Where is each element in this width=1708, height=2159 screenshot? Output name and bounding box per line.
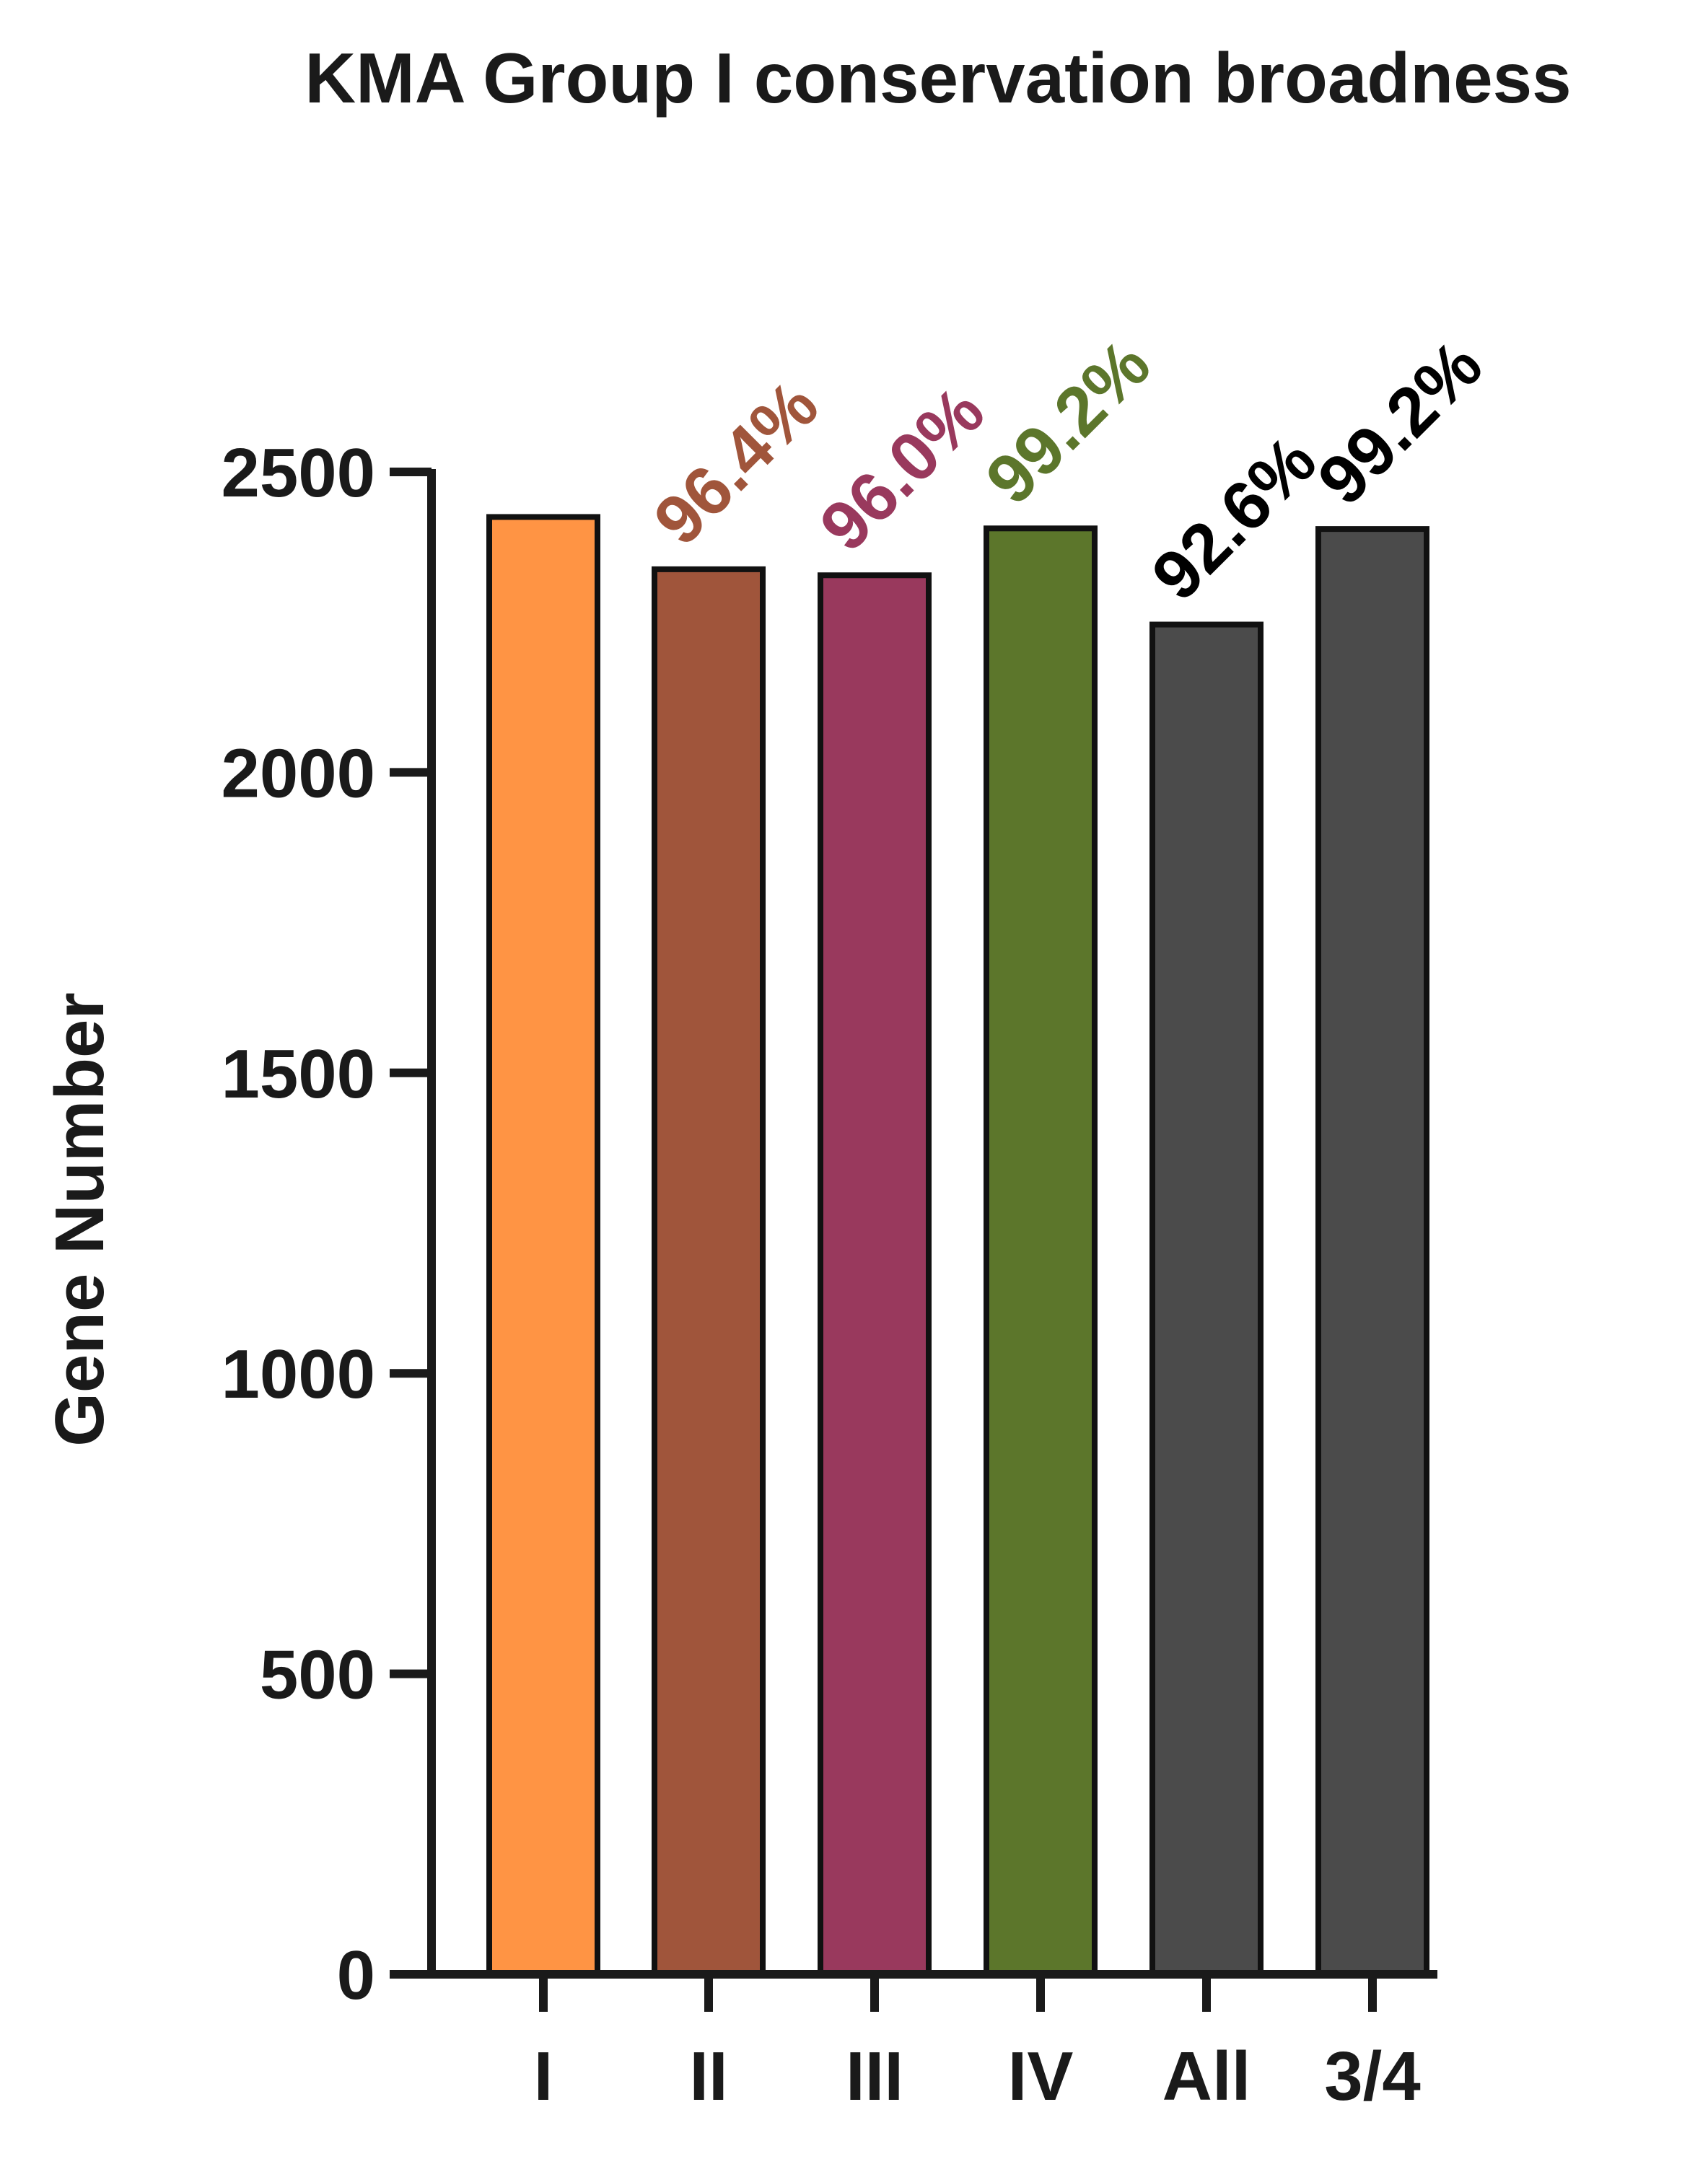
annotation-iii: 96.0% xyxy=(805,372,999,566)
y-tick-label-2500: 2500 xyxy=(221,434,375,512)
bar-3-4 xyxy=(1315,526,1429,1978)
y-tick-label-1500: 1500 xyxy=(221,1035,375,1113)
y-tick-label-2000: 2000 xyxy=(221,735,375,812)
annotation-iv: 99.2% xyxy=(971,325,1165,519)
bar-i xyxy=(486,514,600,1978)
y-tick-label-0: 0 xyxy=(337,1937,375,2014)
y-axis-label: Gene Number xyxy=(41,992,118,1446)
annotation-ii: 96.4% xyxy=(639,367,833,560)
bar-ii xyxy=(652,566,766,1977)
bar-all xyxy=(1149,621,1264,1977)
x-tick-label-iii: III xyxy=(846,2038,903,2115)
x-tick-label-3-4: 3/4 xyxy=(1324,2038,1420,2115)
y-tick-label-500: 500 xyxy=(260,1637,375,1714)
annotation-3-4: 99.2% xyxy=(1303,326,1497,520)
bar-iv xyxy=(984,525,1098,1977)
chart-title: KMA Group I conservation broadness xyxy=(305,38,1571,118)
bars-group xyxy=(486,514,1429,1978)
x-tick-label-ii: II xyxy=(689,2038,727,2115)
x-tick-label-i: I xyxy=(534,2038,553,2115)
annotation-all: 92.6% xyxy=(1137,421,1331,615)
x-tick-label-all: All xyxy=(1162,2038,1251,2115)
bar-iii xyxy=(818,572,932,1977)
y-tick-label-1000: 1000 xyxy=(221,1336,375,1413)
x-tick-label-iv: IV xyxy=(1008,2038,1074,2115)
